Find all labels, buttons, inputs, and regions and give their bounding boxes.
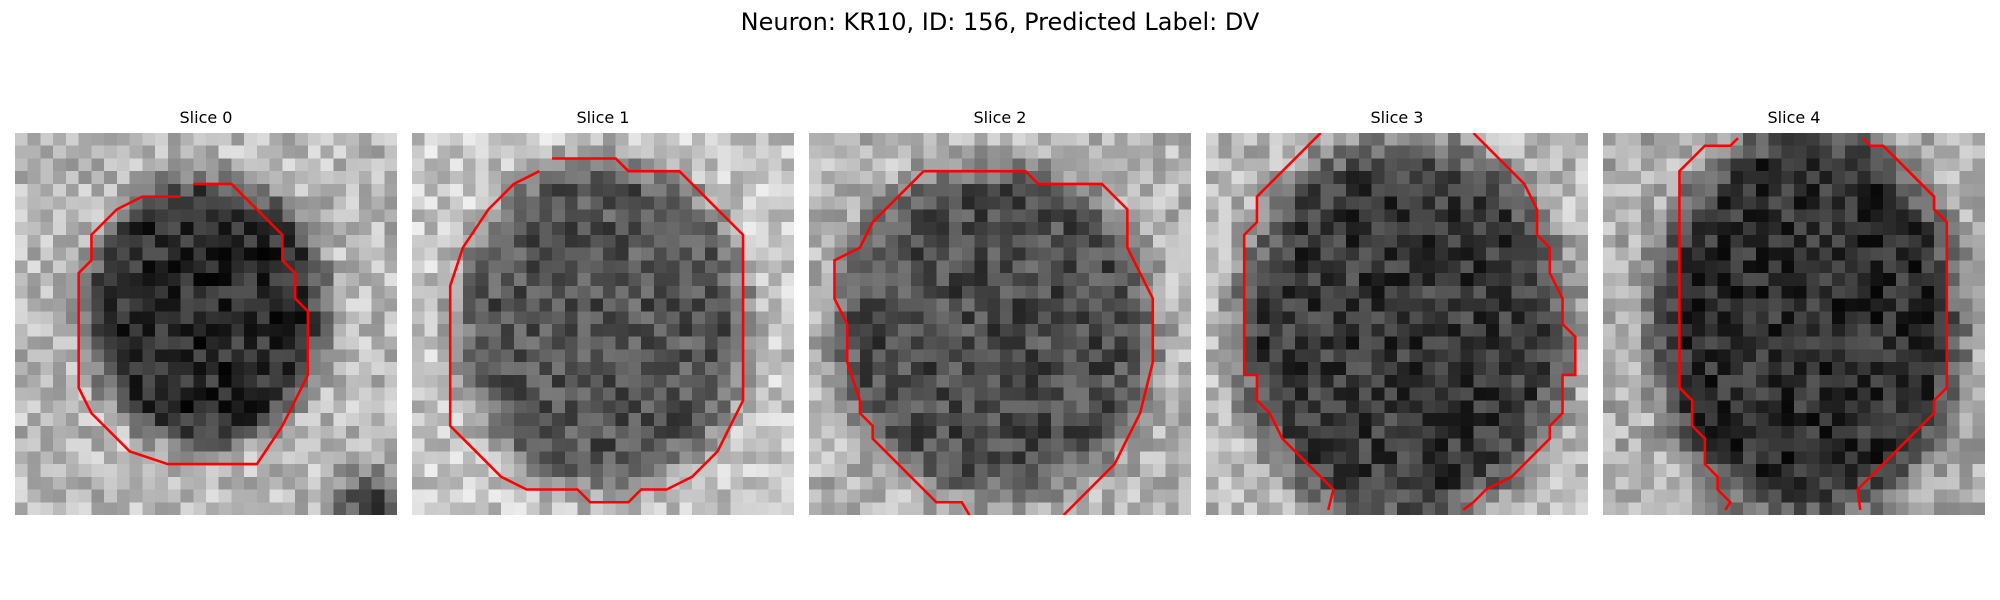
pixel-grid [15, 133, 397, 515]
slice-image [412, 133, 794, 515]
pixel-grid [809, 133, 1191, 515]
cell-contour [833, 170, 971, 515]
slice-image [809, 133, 1191, 515]
slice-image [15, 133, 397, 515]
slice-panel-4: Slice 4 [1603, 108, 1985, 515]
slice-title: Slice 0 [179, 108, 233, 127]
cell-contour [1462, 133, 1577, 511]
slice-panel-1: Slice 1 [412, 108, 794, 515]
cell-contour [1856, 144, 1949, 511]
figure-title: Neuron: KR10, ID: 156, Predicted Label: … [740, 8, 1260, 36]
slice-image [1603, 133, 1985, 515]
cell-contour [923, 169, 1155, 515]
pixel-grid [1603, 133, 1985, 515]
slice-title: Slice 2 [973, 108, 1027, 127]
slice-title: Slice 3 [1370, 108, 1424, 127]
slice-panel-0: Slice 0 [15, 108, 397, 515]
pixel-grid [1206, 133, 1588, 515]
slice-title: Slice 1 [576, 108, 630, 127]
slice-panel-2: Slice 2 [809, 108, 1191, 515]
pixel-grid [412, 133, 794, 515]
slice-panel-3: Slice 3 [1206, 108, 1588, 515]
slice-image [1206, 133, 1588, 515]
slice-title: Slice 4 [1767, 108, 1821, 127]
cell-contour [448, 157, 745, 504]
cell-contour [1678, 137, 1739, 511]
cell-contour [1242, 133, 1335, 511]
cell-contour [77, 182, 310, 466]
